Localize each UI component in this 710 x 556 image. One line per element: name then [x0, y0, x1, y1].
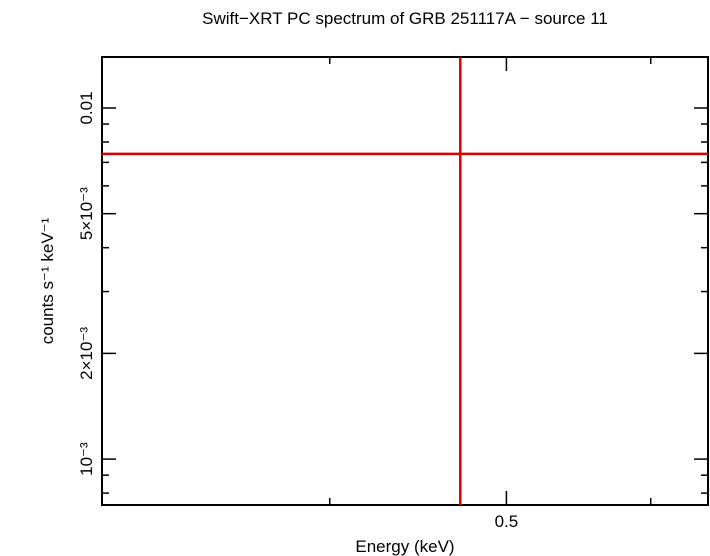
plot-frame [101, 56, 709, 506]
chart-title: Swift−XRT PC spectrum of GRB 251117A − s… [202, 9, 608, 28]
x-axis-label: Energy (keV) [355, 537, 454, 556]
x-tick-label: 0.5 [495, 512, 519, 531]
plot-area [102, 57, 708, 505]
y-tick-label: 2×10⁻³ [77, 327, 96, 380]
y-tick-label: 5×10⁻³ [77, 187, 96, 240]
y-tick-label: 0.01 [77, 91, 96, 124]
y-tick-label: 10⁻³ [77, 442, 96, 476]
y-axis-label: counts s⁻¹ keV⁻¹ [38, 217, 57, 344]
